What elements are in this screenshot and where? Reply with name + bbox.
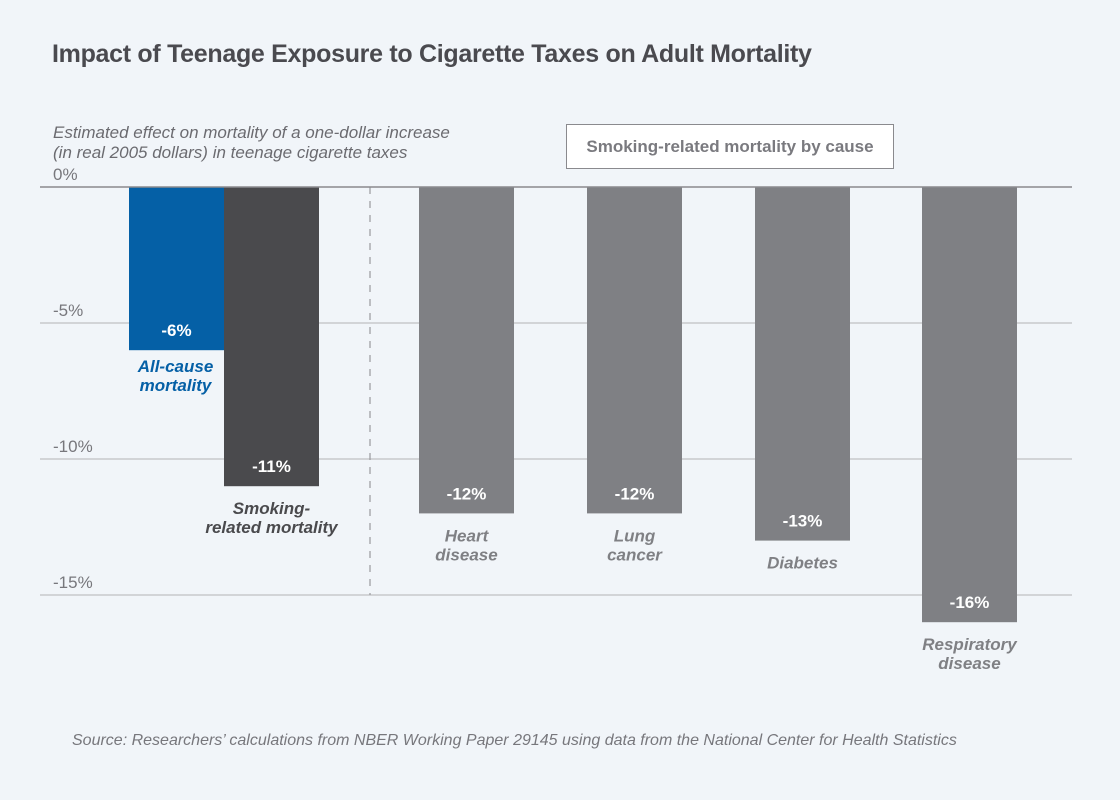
category-label: Diabetes [767,554,838,573]
value-label: -6% [161,321,191,340]
category-label: Heart [445,526,490,545]
y-axis-description-line-2: (in real 2005 dollars) in teenage cigare… [53,143,408,162]
value-label: -13% [783,512,823,531]
y-tick-label: -10% [53,437,93,456]
y-axis-description: Estimated effect on mortality of a one-d… [53,123,450,163]
category-label: mortality [140,376,213,395]
category-label: Lung [614,526,656,545]
bar [587,187,682,514]
section-annotation-label: Smoking-related mortality by cause [586,136,874,156]
category-label: related mortality [205,518,339,537]
section-annotation-box: Smoking-related mortality by cause [566,124,894,169]
y-tick-label: 0% [53,165,78,184]
category-label: cancer [607,545,663,564]
source-note: Source: Researchers’ calculations from N… [72,732,957,749]
bar [755,187,850,541]
value-label: -16% [950,593,990,612]
bar [224,187,319,487]
category-label: disease [938,654,1000,673]
bar [129,187,224,351]
chart-title: Impact of Teenage Exposure to Cigarette … [52,40,812,68]
value-label: -12% [447,484,487,503]
category-label: All-cause [137,357,214,376]
category-label: Respiratory [922,635,1018,654]
category-label: disease [435,545,497,564]
value-label: -11% [252,457,291,476]
value-label: -12% [615,484,655,503]
bar [922,187,1017,623]
y-tick-label: -15% [53,573,93,592]
y-axis-description-line-1: Estimated effect on mortality of a one-d… [53,123,450,142]
bar [419,187,514,514]
y-tick-label: -5% [53,301,83,320]
category-label: Smoking- [233,499,311,518]
